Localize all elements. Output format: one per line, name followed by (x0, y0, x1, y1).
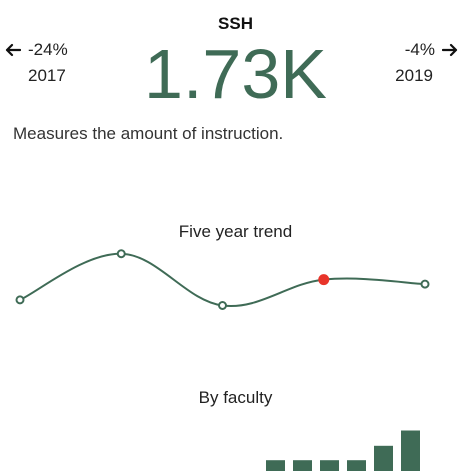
next-change: -4% (404, 40, 435, 59)
faculty-title: By faculty (198, 388, 273, 407)
faculty-bar[interactable] (401, 430, 420, 471)
faculty-bar[interactable] (374, 445, 393, 471)
next-year-nav[interactable]: -4% 2019 (395, 38, 459, 88)
five-year-trend-chart (15, 249, 430, 310)
prev-change: -24% (28, 40, 68, 59)
metric-description: Measures the amount of instruction. (13, 124, 284, 143)
trend-point[interactable] (218, 301, 227, 310)
faculty-bar[interactable] (320, 460, 339, 471)
arrow-right-icon[interactable] (441, 41, 459, 59)
metric-value: 1.73K (144, 35, 327, 113)
trend-point[interactable] (420, 279, 430, 289)
trend-title: Five year trend (178, 222, 293, 241)
trend-line (19, 252, 426, 308)
metric-title: SSH (218, 14, 253, 33)
arrow-left-icon[interactable] (4, 41, 22, 59)
trend-point[interactable] (15, 295, 25, 305)
faculty-bar[interactable] (293, 460, 312, 471)
prev-year: 2017 (28, 66, 66, 85)
next-year: 2019 (395, 66, 433, 85)
prev-year-nav[interactable]: -24% 2017 (4, 38, 68, 88)
faculty-bar[interactable] (266, 460, 285, 471)
trend-point[interactable] (116, 249, 126, 259)
trend-point-current[interactable] (318, 274, 330, 286)
by-faculty-chart (266, 430, 420, 471)
faculty-bar[interactable] (347, 460, 366, 471)
